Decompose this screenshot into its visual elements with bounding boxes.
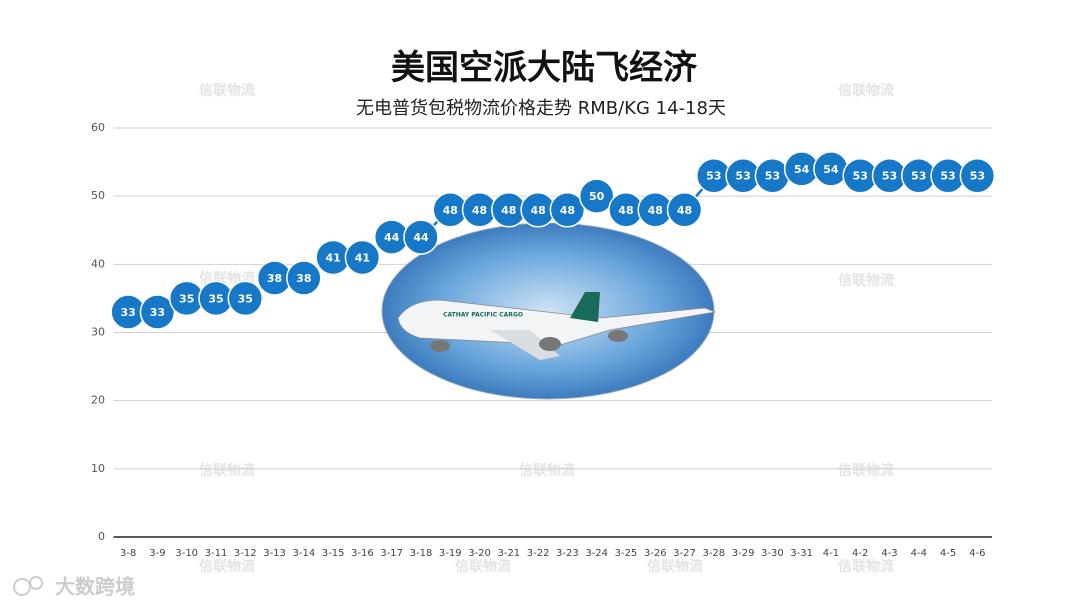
watermark: 信联物流	[199, 558, 255, 575]
data-label: 33	[120, 306, 135, 319]
x-tick-label: 3-10	[175, 548, 198, 559]
x-tick-label: 3-23	[556, 548, 579, 559]
marker	[286, 260, 322, 296]
x-tick-label: 3-15	[322, 548, 345, 559]
x-tick-label: 3-21	[497, 548, 520, 559]
marker	[578, 178, 615, 214]
y-tick-label: 30	[91, 326, 105, 339]
x-tick-label: 3-30	[761, 548, 784, 559]
chart-title: 美国空派大陆飞经济	[391, 48, 698, 88]
x-tick-label: 3-25	[615, 548, 638, 559]
data-label: 33	[150, 306, 165, 319]
marker	[227, 280, 264, 317]
data-label: 35	[179, 292, 194, 305]
x-tick-label: 3-13	[263, 548, 286, 559]
data-label: 48	[472, 204, 487, 217]
watermark: 信联物流	[838, 462, 894, 479]
data-label: 54	[823, 163, 839, 176]
x-tick-label: 4-3	[881, 548, 897, 559]
data-label: 53	[882, 170, 897, 183]
watermark: 信联物流	[838, 82, 894, 99]
data-label: 53	[970, 170, 985, 183]
data-label: 48	[677, 204, 692, 217]
watermark: 信联物流	[647, 558, 703, 575]
marker	[959, 157, 996, 194]
x-tick-label: 3-14	[292, 548, 315, 559]
y-tick-label: 20	[91, 394, 105, 407]
logo: 大数跨境	[13, 575, 135, 599]
data-label: 38	[296, 272, 311, 285]
x-tick-label: 4-1	[823, 548, 839, 559]
data-label: 54	[794, 163, 810, 176]
x-tick-label: 3-12	[234, 548, 257, 559]
x-tick-label: 3-17	[380, 548, 403, 559]
data-label: 48	[618, 204, 633, 217]
x-tick-label: 3-31	[790, 548, 813, 559]
y-tick-label: 60	[91, 121, 105, 134]
x-tick-label: 3-16	[351, 548, 374, 559]
plot: 33 33 35 35 35 38 38 41 41 44 44 48 48 48 48 48 50 48 48 48…	[110, 151, 996, 330]
x-tick-label: 3-24	[585, 548, 608, 559]
data-label: 53	[765, 170, 780, 183]
x-tick-label: 3-28	[702, 548, 725, 559]
x-tick-label: 4-5	[940, 548, 956, 559]
x-tick-label: 3-19	[439, 548, 462, 559]
x-tick-label: 4-2	[852, 548, 868, 559]
logo-text: 大数跨境	[55, 575, 135, 599]
x-tick-label: 3-9	[149, 548, 165, 559]
watermarks: 信联物流 信联物流 信联物流 信联物流 信联物流 信联物流 信联物流 信联物流 …	[199, 82, 894, 575]
data-label: 35	[208, 292, 223, 305]
plane-image: CATHAY PACIFIC CARGO	[381, 222, 717, 400]
data-label: 38	[267, 272, 282, 285]
y-tick-label: 0	[98, 530, 105, 543]
watermark: 信联物流	[519, 462, 575, 479]
grid: 0 10 20 30 40 50 60 3-8 3-9 3-10 3-11 3-12 3-13 3-14 3…	[91, 121, 992, 559]
data-label: 53	[735, 170, 750, 183]
x-tick-label: 3-22	[527, 548, 550, 559]
marker	[403, 219, 439, 255]
marker	[344, 239, 381, 276]
data-label: 53	[853, 170, 868, 183]
x-tick-label: 3-18	[410, 548, 433, 559]
data-label: 48	[560, 204, 575, 217]
data-label: 53	[706, 170, 721, 183]
marker	[139, 294, 176, 330]
x-tick-label: 3-27	[673, 548, 696, 559]
watermark: 信联物流	[838, 558, 894, 575]
y-tick-label: 40	[91, 257, 105, 270]
marker	[549, 192, 586, 228]
x-tick-label: 3-8	[120, 548, 136, 559]
data-label: 53	[911, 170, 926, 183]
data-label: 35	[238, 292, 253, 305]
watermark: 信联物流	[838, 272, 894, 289]
chart-subtitle: 无电普货包税物流价格走势 RMB/KG 14-18天	[356, 98, 726, 119]
data-label: 48	[501, 204, 516, 217]
data-label: 41	[355, 252, 370, 265]
x-tick-label: 3-26	[644, 548, 667, 559]
x-tick-label: 3-11	[205, 548, 228, 559]
watermark: 信联物流	[455, 558, 511, 575]
data-label: 48	[648, 204, 663, 217]
x-tick-label: 3-20	[468, 548, 491, 559]
x-tick-label: 4-4	[911, 548, 927, 559]
y-tick-label: 50	[91, 189, 105, 202]
data-label: 41	[325, 252, 340, 265]
data-label: 50	[589, 190, 605, 203]
watermark: 信联物流	[199, 82, 255, 99]
data-label: 53	[940, 170, 955, 183]
data-label: 48	[530, 204, 545, 217]
data-label: 44	[384, 231, 400, 244]
x-tick-label: 4-6	[969, 548, 985, 559]
watermark: 信联物流	[199, 462, 255, 479]
x-tick-label: 3-29	[732, 548, 755, 559]
y-tick-label: 10	[91, 462, 105, 475]
marker	[666, 192, 703, 228]
image-text: CATHAY PACIFIC CARGO	[443, 312, 523, 319]
data-label: 44	[413, 231, 429, 244]
data-label: 48	[443, 204, 458, 217]
